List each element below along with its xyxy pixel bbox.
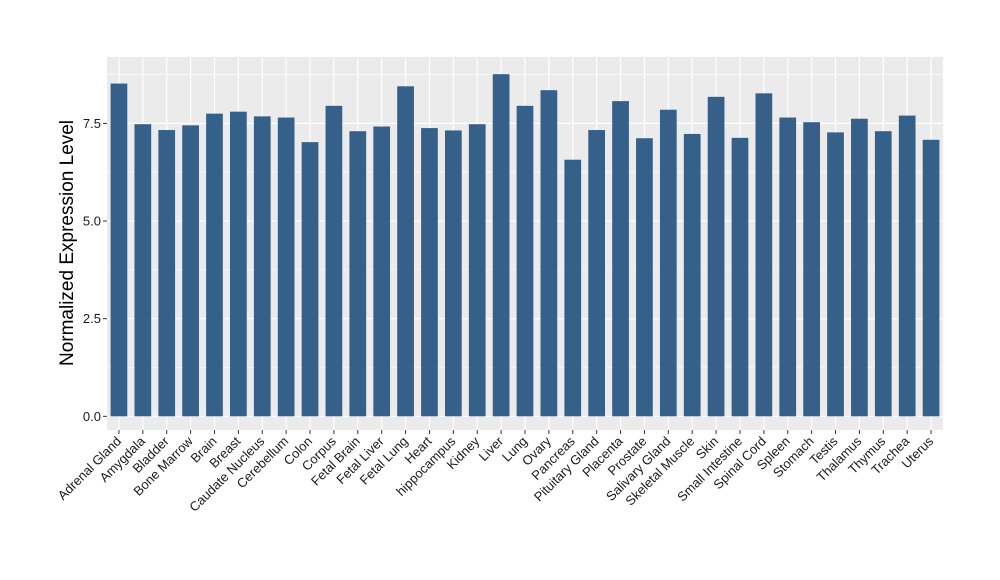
y-tick-label: 5.0 — [83, 214, 101, 229]
bar — [540, 90, 558, 417]
bar — [731, 137, 749, 417]
bar — [707, 96, 725, 417]
bar — [206, 113, 223, 417]
y-tick-label: 7.5 — [83, 116, 101, 131]
bar — [444, 130, 462, 417]
bar — [827, 132, 844, 417]
bar — [134, 124, 152, 417]
bar — [516, 105, 534, 417]
bar — [468, 124, 486, 417]
y-tick-label: 2.5 — [83, 311, 101, 326]
bar — [397, 86, 414, 417]
bar — [588, 130, 606, 417]
bar — [301, 142, 319, 417]
bar — [325, 105, 343, 417]
bar — [564, 159, 582, 417]
bar — [277, 117, 295, 417]
bars — [110, 74, 940, 417]
bar — [373, 126, 391, 417]
y-axis-ticks: 0.0 2.5 5.0 7.5 — [83, 116, 107, 424]
bar — [851, 118, 868, 417]
bar — [182, 125, 199, 417]
bar — [898, 115, 916, 417]
bar — [755, 93, 773, 417]
y-axis-title: Normalized Expression Level — [57, 120, 78, 366]
bar — [110, 83, 128, 417]
bar — [421, 128, 438, 417]
bar — [636, 138, 653, 417]
x-tick-label: Liver — [476, 433, 507, 464]
bar — [230, 111, 247, 417]
bar — [158, 130, 176, 417]
bar — [874, 131, 892, 417]
bar — [492, 74, 510, 417]
y-tick-label: 0.0 — [83, 409, 101, 424]
bar — [803, 122, 820, 417]
bar — [922, 139, 940, 417]
bar — [683, 133, 701, 417]
bar — [253, 116, 271, 417]
bar — [659, 109, 677, 417]
bar — [349, 131, 367, 417]
bar — [779, 117, 797, 417]
bar — [612, 101, 629, 417]
